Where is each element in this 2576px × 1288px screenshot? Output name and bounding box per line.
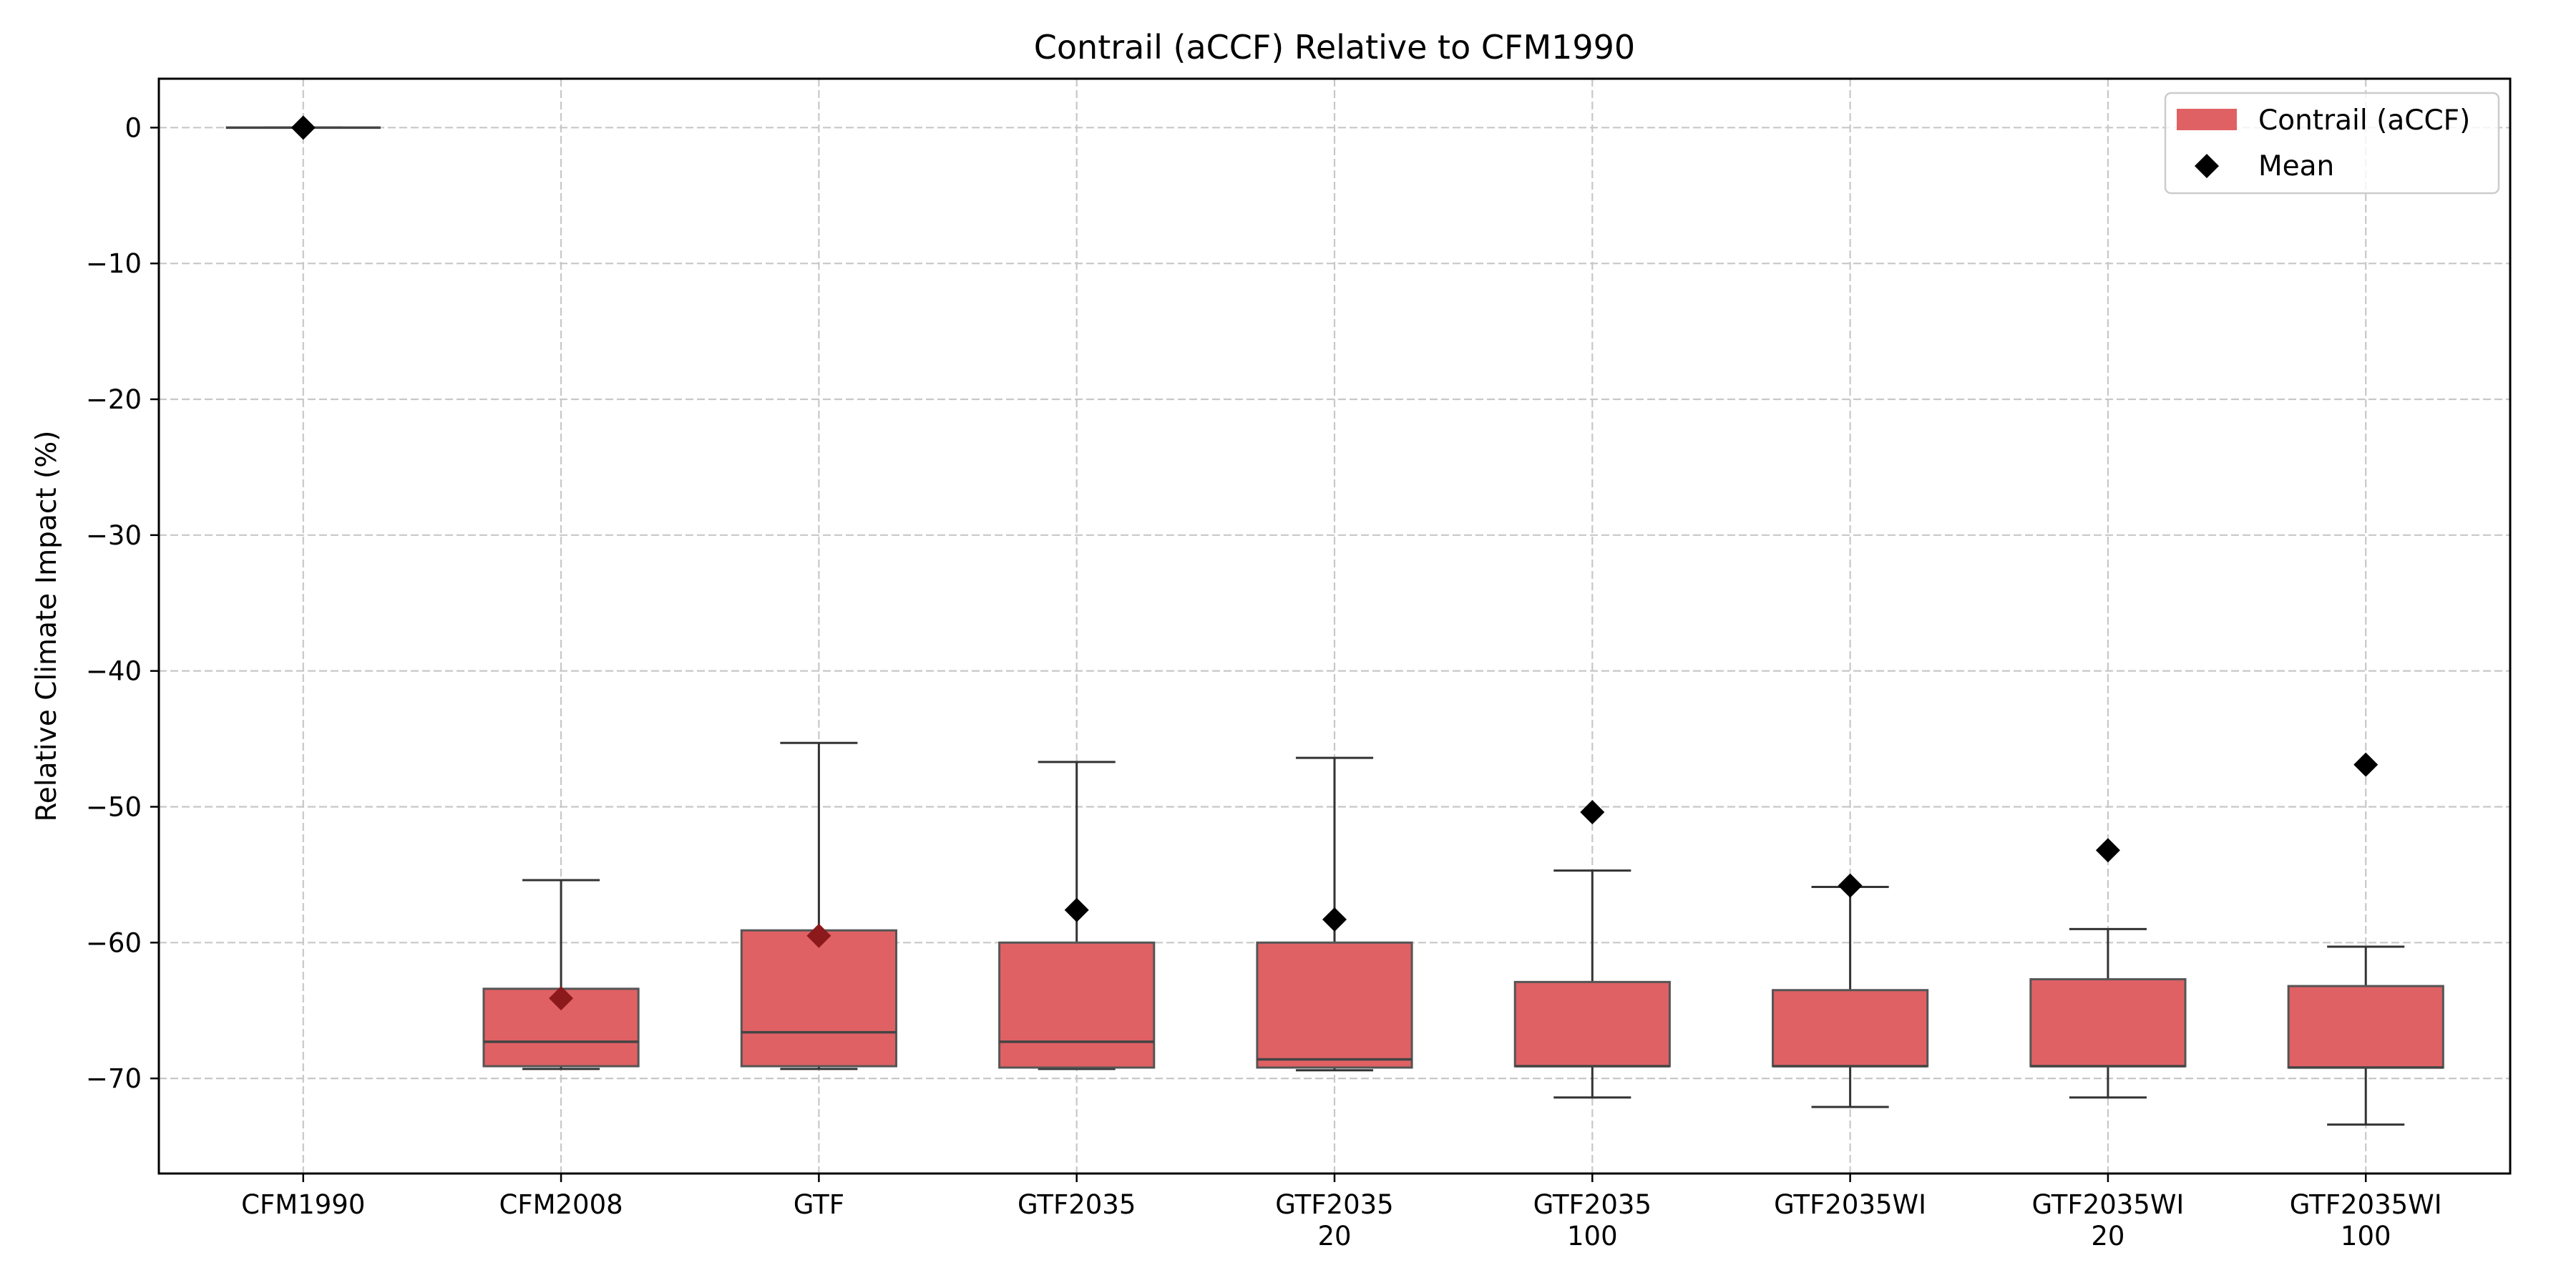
x-tick-label: CFM2008 [499, 1189, 623, 1220]
box-group [2029, 927, 2187, 1099]
mean-diamond [1838, 873, 1863, 898]
x-tick-label: GTF2035WI [2031, 1189, 2184, 1220]
box-group [740, 741, 897, 1070]
box-iqr [998, 941, 1156, 1069]
mean-diamond [1064, 897, 1089, 922]
box-iqr [2287, 985, 2444, 1069]
axis-layer: 0 −10 −20 −30 −40 −50 −60 −70 CFM1990 CFM2008 GTF G… [86, 112, 2442, 1252]
legend-label-mean: Mean [2258, 150, 2334, 182]
legend-frame [2164, 92, 2500, 195]
x-tick-label: GTF2035 [1533, 1189, 1652, 1220]
mean-diamond [2095, 838, 2120, 863]
box-group [1513, 869, 1671, 1099]
x-tick-label: GTF2035 [1018, 1189, 1136, 1220]
mean-diamond [1322, 907, 1347, 932]
x-tick-label: GTF2035WI [1774, 1189, 1926, 1220]
mean-diamond [549, 986, 574, 1011]
x-tick-label: 20 [1317, 1221, 1351, 1252]
y-tick-label: 0 [125, 112, 142, 143]
mean-diamond [806, 923, 831, 948]
box-iqr [1772, 989, 1929, 1068]
legend-mean-diamond-icon [2195, 154, 2219, 178]
legend-swatch-contrail [2177, 109, 2237, 130]
x-tick-label: GTF2035 [1275, 1189, 1393, 1220]
x-tick-label: 100 [2341, 1221, 2391, 1252]
mean-diamond [2353, 752, 2379, 777]
box-group [998, 761, 1156, 1070]
legend-label-contrail: Contrail (aCCF) [2258, 104, 2470, 137]
box-iqr [740, 929, 897, 1068]
x-tick-label: GTF [794, 1189, 844, 1220]
legend: Contrail (aCCF) Mean [2164, 92, 2500, 195]
y-tick-label: −10 [86, 248, 142, 279]
box-iqr [1513, 980, 1671, 1068]
x-tick-label: CFM1990 [241, 1189, 365, 1220]
y-tick-label: −40 [86, 656, 142, 687]
y-tick-label: −20 [86, 384, 142, 415]
box-group [1772, 885, 1929, 1108]
y-tick-label: −70 [86, 1063, 142, 1094]
y-tick-label: −60 [86, 927, 142, 958]
box-iqr [2029, 978, 2187, 1068]
box-group [2287, 945, 2444, 1126]
mean-diamond [1580, 800, 1605, 825]
x-tick-label: 20 [2091, 1221, 2124, 1252]
x-tick-label: GTF2035WI [2290, 1189, 2442, 1220]
box-group [1256, 756, 1413, 1072]
box-layer [225, 115, 2444, 1126]
mean-diamond [291, 115, 316, 140]
chart-title: Contrail (aCCF) Relative to CFM1990 [1034, 28, 1635, 67]
y-tick-label: −50 [86, 791, 142, 822]
y-axis-label: Relative Climate Impact (%) [31, 431, 63, 822]
y-tick-label: −30 [86, 520, 142, 551]
x-tick-label: 100 [1567, 1221, 1618, 1252]
box-iqr [1256, 941, 1413, 1069]
